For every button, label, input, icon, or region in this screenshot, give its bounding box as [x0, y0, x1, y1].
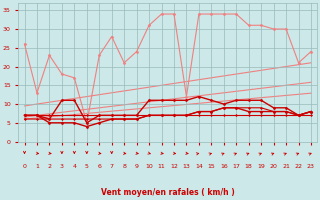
X-axis label: Vent moyen/en rafales ( km/h ): Vent moyen/en rafales ( km/h )	[101, 188, 235, 197]
